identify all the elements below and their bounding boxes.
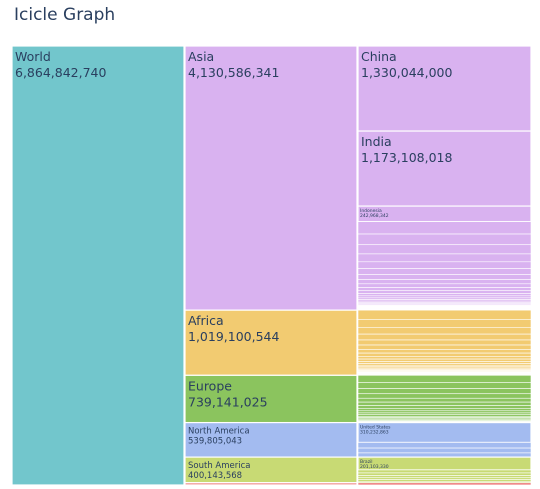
country-node-north-america-other-1[interactable]: [357, 442, 532, 449]
country-node-south-america-other-2[interactable]: [357, 472, 532, 476]
country-node-asia-other-7[interactable]: [357, 274, 532, 280]
country-node-africa-other-2[interactable]: [357, 319, 532, 328]
country-node-europe-other-9[interactable]: [357, 410, 532, 414]
country-value-brazil: 201,103,330: [360, 464, 389, 470]
country-node-europe-other-2[interactable]: [357, 382, 532, 389]
continent-label-europe: Europe: [188, 378, 232, 393]
country-node-south-america-other-1[interactable]: [357, 469, 532, 474]
root-node-value: 6,864,842,740: [15, 65, 106, 80]
continent-node-north-america[interactable]: [184, 421, 358, 458]
chart-title: Icicle Graph: [14, 5, 116, 25]
country-node-africa-other-4[interactable]: [357, 333, 532, 341]
country-label-china: China: [361, 49, 397, 64]
country-node-north-america-other-3[interactable]: [357, 452, 532, 458]
country-label-united-states: United States: [360, 425, 391, 431]
continent-node-asia[interactable]: [184, 45, 358, 311]
country-label-indonesia: Indonesia: [360, 208, 382, 214]
country-node-asia-other-12[interactable]: [357, 293, 532, 297]
country-node-africa-other-7[interactable]: [357, 349, 532, 354]
country-node-asia-other-6[interactable]: [357, 268, 532, 275]
country-node-africa-other-10[interactable]: [357, 358, 532, 362]
country-node-asia-other-4[interactable]: [357, 253, 532, 263]
country-node-europe-other-4[interactable]: [357, 393, 532, 399]
country-node-africa-other-11[interactable]: [357, 361, 532, 364]
country-node-north-america-other-2[interactable]: [357, 447, 532, 454]
country-node-africa-other-3[interactable]: [357, 327, 532, 335]
country-node-europe-other-6[interactable]: [357, 401, 532, 406]
country-node-africa-other-5[interactable]: [357, 339, 532, 346]
country-node-africa-other-8[interactable]: [357, 352, 532, 357]
country-node-china[interactable]: [357, 45, 532, 132]
country-value-india: 1,173,108,018: [361, 150, 452, 165]
continent-value-south-america: 400,143,568: [188, 471, 242, 481]
country-node-asia-other-11[interactable]: [357, 290, 532, 294]
continent-node-europe[interactable]: [184, 374, 358, 424]
continent-value-north-america: 539,805,043: [188, 437, 242, 447]
continent-label-north-america: North America: [188, 427, 250, 437]
country-node-europe-other-7[interactable]: [357, 405, 532, 409]
country-node-asia-other-2[interactable]: [357, 233, 532, 246]
continent-label-south-america: South America: [188, 461, 250, 471]
continent-value-africa: 1,019,100,544: [188, 329, 279, 344]
country-node-asia-other-10[interactable]: [357, 287, 532, 292]
country-node-oceania-all[interactable]: [357, 482, 532, 486]
continent-value-asia: 4,130,586,341: [188, 65, 279, 80]
country-node-asia-other-8[interactable]: [357, 279, 532, 285]
continent-node-oceania[interactable]: [184, 482, 358, 486]
country-value-china: 1,330,044,000: [361, 65, 452, 80]
continent-node-south-america[interactable]: [184, 456, 358, 484]
country-label-india: India: [361, 134, 392, 149]
country-node-europe-other-5[interactable]: [357, 397, 532, 403]
continent-node-africa[interactable]: [184, 309, 358, 376]
continent-label-asia: Asia: [188, 49, 214, 64]
country-value-indonesia: 242,968,342: [360, 213, 389, 219]
country-node-south-america-other-3[interactable]: [357, 475, 532, 479]
root-node-label: World: [15, 49, 51, 64]
country-node-asia-other-1[interactable]: [357, 221, 532, 235]
country-node-europe-other-8[interactable]: [357, 408, 532, 412]
country-node-europe-other-3[interactable]: [357, 388, 532, 395]
country-node-africa-other-6[interactable]: [357, 344, 532, 350]
continent-label-africa: Africa: [188, 313, 224, 328]
country-label-brazil: Brazil: [360, 459, 373, 465]
country-node-asia-other-5[interactable]: [357, 261, 532, 269]
country-node-asia-other-13[interactable]: [357, 295, 532, 299]
continent-value-europe: 739,141,025: [188, 394, 268, 409]
country-node-asia-other-3[interactable]: [357, 244, 532, 255]
root-node-world[interactable]: [11, 45, 185, 486]
country-value-united-states: 310,232,863: [360, 430, 389, 436]
country-node-europe-other-1[interactable]: [357, 375, 532, 383]
country-node-africa-other-1[interactable]: [357, 309, 532, 320]
country-node-asia-other-9[interactable]: [357, 283, 532, 288]
country-node-africa-other-9[interactable]: [357, 356, 532, 360]
